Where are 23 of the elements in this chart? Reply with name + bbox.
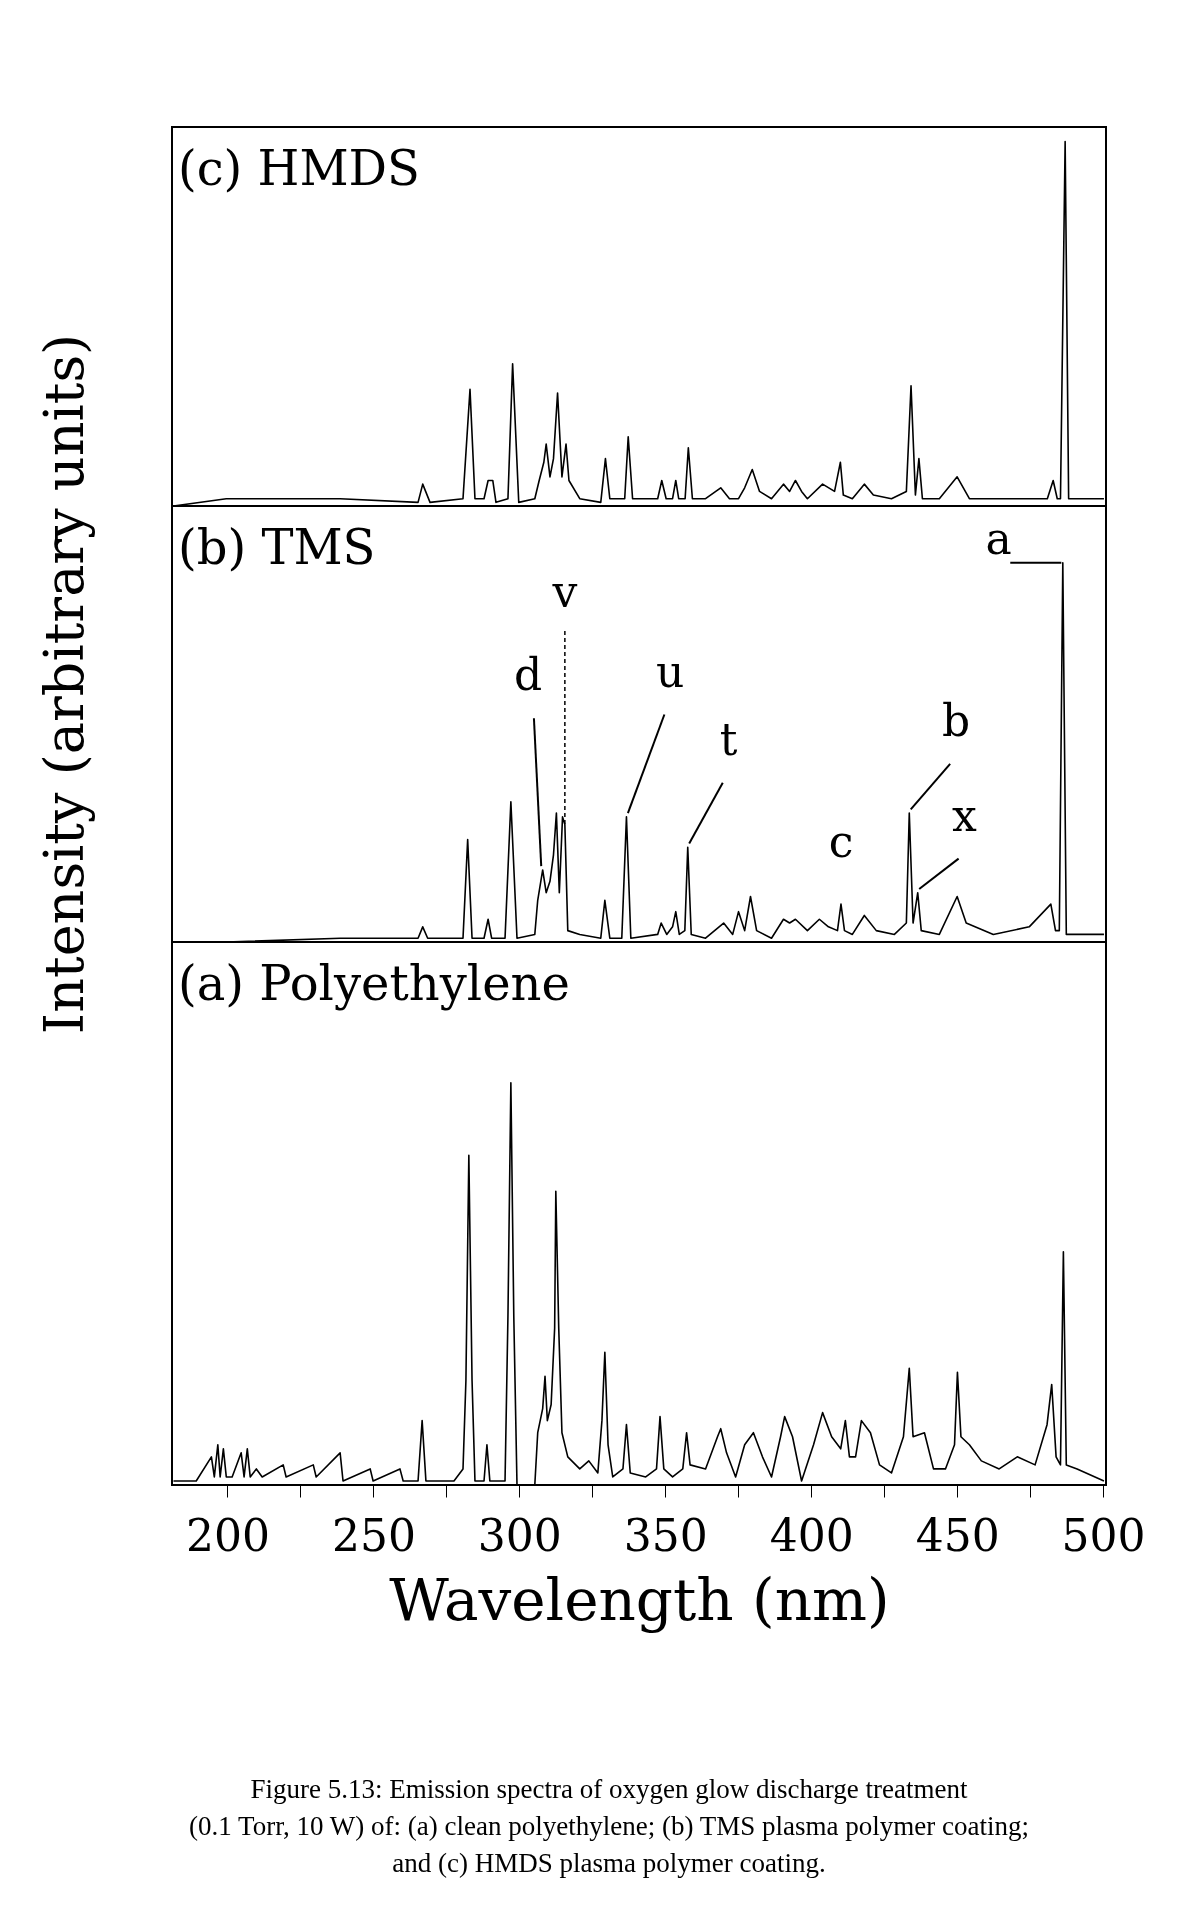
x-axis-title: Wavelength (nm) — [389, 1565, 890, 1634]
annotation: b — [941, 694, 971, 746]
x-tick-label: 350 — [623, 1509, 708, 1561]
y-axis-title: Intensity (arbitrary units) — [33, 333, 96, 1035]
x-tick-label: 300 — [477, 1509, 562, 1561]
annotation: x — [952, 789, 978, 841]
text: and (c) HMDS plasma polymer coating. — [392, 1848, 826, 1878]
x-tick-label: 400 — [769, 1509, 854, 1561]
x-tick-label: 250 — [331, 1509, 416, 1561]
annotation: d — [514, 649, 543, 701]
text: (0.1 Torr, 10 W) of: (a) clean polyethylene; (b) TMS plasma polymer coating; — [189, 1811, 1029, 1841]
x-tick-label: 450 — [915, 1509, 1000, 1561]
annotation: c — [828, 816, 854, 868]
chart-title: (b) TMS — [178, 519, 376, 575]
annotation: u — [656, 645, 685, 697]
chart-title: (c) HMDS — [178, 140, 420, 196]
annotation: t — [719, 713, 738, 765]
chart-title: (a) Polyethylene — [178, 955, 570, 1011]
annotation: a — [985, 512, 1012, 564]
x-tick-label: 500 — [1061, 1509, 1146, 1561]
caption: Figure 5.13: Emission spectra of oxygen glow discharge treatment — [250, 1774, 969, 1804]
annotation: v — [551, 565, 578, 617]
x-tick-label: 200 — [185, 1509, 270, 1561]
